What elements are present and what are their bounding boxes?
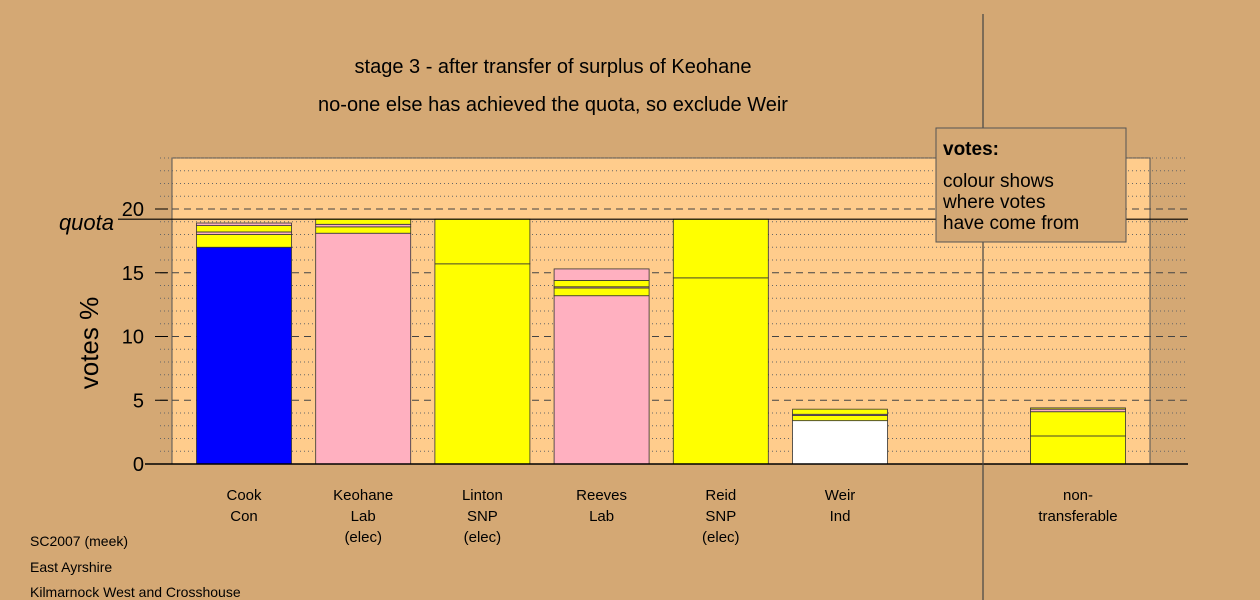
- candidate-label: Weir: [825, 487, 856, 504]
- bar-segment: [196, 246, 292, 465]
- bar-segment: [792, 420, 888, 465]
- bar-segment: [553, 295, 650, 465]
- y-axis-title: votes %: [74, 297, 104, 390]
- candidate-label: (elec): [464, 529, 502, 546]
- bar-segment: [1030, 435, 1126, 465]
- candidate-label: Keohane: [333, 487, 393, 504]
- chart-title-line-1: stage 3 - after transfer of surplus of K…: [355, 56, 752, 78]
- y-tick-label: 20: [122, 199, 144, 221]
- bar-segment: [792, 415, 888, 422]
- legend-line-2: where votes: [942, 192, 1045, 213]
- legend-line-3: have come from: [943, 213, 1079, 234]
- bar-segment: [196, 234, 292, 248]
- chart-title-line-2: no-one else has achieved the quota, so e…: [318, 94, 788, 116]
- candidate-label: SNP: [467, 508, 498, 525]
- legend-heading: votes:: [943, 139, 999, 160]
- candidate-label: non-: [1063, 487, 1093, 504]
- candidate-label: Ind: [830, 508, 851, 525]
- candidate-label: (elec): [702, 529, 740, 546]
- y-tick-label: 0: [133, 454, 144, 476]
- bar-segment: [315, 218, 412, 225]
- legend-line-1: colour shows: [943, 171, 1054, 192]
- bar-segment: [792, 408, 888, 415]
- bar-segment: [672, 218, 769, 279]
- candidate-label: Con: [230, 508, 258, 525]
- bar-segment: [196, 222, 292, 226]
- bar-segment: [315, 232, 412, 465]
- candidate-label: Lab: [589, 508, 614, 525]
- bar-segment: [1030, 407, 1126, 410]
- candidate-label: (elec): [344, 529, 382, 546]
- candidate-label: Cook: [226, 487, 262, 504]
- candidate-label: Reeves: [576, 487, 627, 504]
- footer-method: SC2007 (meek): [30, 533, 129, 549]
- bar-segment: [672, 277, 769, 465]
- x-axis-labels: Cook Con Keohane Lab (elec) Linton SNP (elec) Re…: [226, 487, 1117, 546]
- bar-segment: [315, 226, 412, 234]
- candidate-label: Reid: [705, 487, 736, 504]
- bar-segment: [434, 218, 531, 265]
- quota-label: quota: [59, 210, 114, 235]
- candidate-label: Linton: [462, 487, 503, 504]
- bar-segment: [196, 225, 292, 233]
- y-tick-label: 10: [122, 327, 144, 349]
- footer-council: East Ayrshire: [30, 559, 113, 575]
- legend-box: votes: colour shows where votes have com…: [935, 127, 1127, 243]
- bar-segment: [553, 287, 650, 297]
- bar-segment: [1030, 411, 1126, 437]
- footer-ward: Kilmarnock West and Crosshouse: [30, 584, 241, 600]
- y-tick-label: 15: [122, 263, 144, 285]
- candidate-label: Lab: [351, 508, 376, 525]
- candidate-label: transferable: [1038, 508, 1117, 525]
- bar-segment: [553, 268, 650, 281]
- y-tick-label: 5: [133, 390, 144, 412]
- bar-segment: [434, 263, 531, 465]
- bars: [196, 218, 1126, 465]
- candidate-label: SNP: [705, 508, 736, 525]
- bar-segment: [553, 279, 650, 288]
